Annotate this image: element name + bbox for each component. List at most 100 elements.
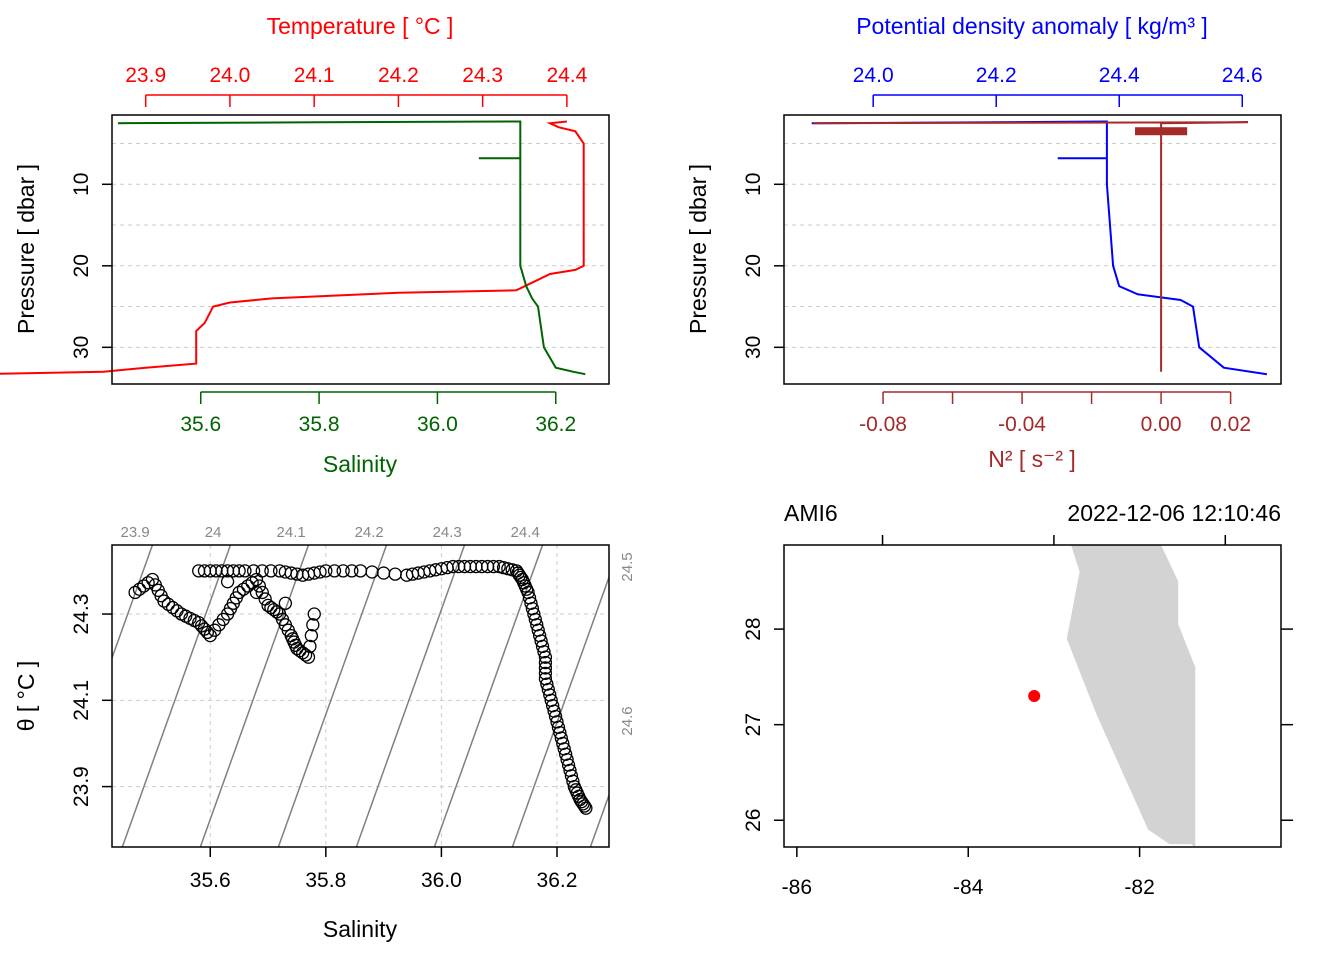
ts-point (538, 661, 553, 675)
y-tick-label: 10 (70, 173, 93, 196)
ts-point (303, 639, 317, 654)
ts-point (376, 566, 391, 580)
ts-point (336, 564, 350, 578)
ts-point (307, 607, 321, 621)
ts-point (246, 564, 261, 578)
temperature-axis-label: Temperature [ °C ] (267, 13, 454, 39)
ts-point (200, 625, 215, 640)
top-tick-label: 24.1 (294, 64, 335, 87)
ts-point (306, 618, 320, 632)
top-tick-label: 23.9 (125, 64, 166, 87)
top-tick-label: 24.2 (976, 64, 1017, 87)
profile-series (811, 120, 1268, 376)
isopycnal-line (433, 545, 544, 847)
salinity-axis-label: Salinity (323, 916, 398, 942)
isopycnal-labels: 23.9 24 24.1 24.2 24.3 24.4 24.5 24.6 (121, 524, 636, 736)
density-axis: 24.0 24.2 24.4 24.6 (853, 64, 1263, 107)
ts-point (511, 566, 525, 580)
ts-point (313, 565, 327, 579)
bottom-tick-label: 36.0 (417, 413, 458, 436)
ts-point (252, 579, 267, 593)
x-tick-label: 36.0 (421, 869, 462, 892)
x-tick-label: 35.6 (190, 869, 231, 892)
y-tick-label: 26 (742, 809, 765, 832)
ts-point (579, 801, 593, 815)
salinity-axis: 35.6 35.8 36.0 36.2 (190, 847, 578, 892)
ts-point (512, 568, 527, 582)
isopycnal-line (121, 545, 232, 847)
isopycnal-label: 24.4 (511, 524, 540, 541)
density-profile-line (811, 120, 1268, 376)
salinity-axis-label: Salinity (323, 451, 398, 477)
n2-axis-label: N² [ s⁻² ] (988, 446, 1076, 472)
top-tick-label: 24.4 (546, 64, 587, 87)
density-axis-label: Potential density anomaly [ kg/m³ ] (856, 13, 1208, 39)
ts-point (301, 650, 316, 664)
ts-points (128, 559, 593, 815)
bottom-tick-label: 0.00 (1141, 413, 1182, 436)
station-name: AMI6 (784, 500, 838, 526)
top-tick-label: 24.0 (853, 64, 894, 87)
temperature-axis: 23.9 24.0 24.1 24.2 24.3 24.4 (125, 64, 588, 107)
y-tick-label: 10 (742, 173, 765, 196)
salinity-profile-line (117, 120, 586, 376)
ts-point (538, 666, 553, 680)
temperature-profile-line (0, 120, 585, 375)
ts-point (264, 564, 278, 578)
isopycnal-label: 24.2 (355, 524, 384, 541)
ts-point (576, 797, 590, 811)
panel-density-profile: 10 20 30 24.0 24.2 24.4 24.6 -0.08 -0.04 0.00 0.… (685, 13, 1282, 472)
ts-point (249, 585, 264, 600)
isopycnal-label: 24.3 (433, 524, 462, 541)
pressure-axis: 10 20 30 (742, 173, 784, 359)
panel-frame (783, 544, 1282, 848)
profile-grid (112, 143, 609, 348)
coastline-land (1066, 545, 1196, 847)
isopycnal-label: 23.9 (121, 524, 150, 541)
bottom-tick-label: 36.2 (535, 413, 576, 436)
isopycnal-label: 24.6 (619, 706, 636, 735)
panel-frame (111, 114, 610, 385)
profile-series (0, 120, 586, 376)
ts-point (345, 564, 359, 578)
panel-station-map: -86 -84 -82 26 27 28 AMI6 2022-12-06 12:10:4… (742, 500, 1293, 899)
bottom-tick-label: 35.6 (180, 413, 221, 436)
ts-point (577, 799, 592, 813)
ts-point (232, 585, 246, 600)
x-tick-label: 36.2 (537, 869, 578, 892)
bottom-tick-label: 0.02 (1210, 413, 1251, 436)
bottom-tick-label: 35.8 (299, 413, 340, 436)
station-datetime: 2022-12-06 12:10:46 (1067, 500, 1281, 526)
isopycnal-label: 24.1 (277, 524, 306, 541)
isopycnal-line (511, 575, 609, 847)
ts-point (141, 576, 155, 590)
ts-point (486, 559, 501, 574)
profile-grid (784, 143, 1281, 348)
pressure-axis-label: Pressure [ dbar ] (13, 164, 39, 334)
ts-point (128, 585, 142, 600)
isopycnal-label: 24 (205, 524, 222, 541)
ts-point (166, 600, 180, 615)
y-tick-label: 20 (742, 254, 765, 277)
n2-axis: -0.08 -0.04 0.00 0.02 (859, 391, 1251, 436)
ts-point (353, 564, 368, 578)
ts-point (232, 564, 246, 578)
isopycnal-line (277, 545, 388, 847)
ts-point (255, 564, 269, 578)
ts-grid (112, 545, 609, 847)
panel-frame (111, 544, 610, 848)
ts-point (161, 597, 175, 611)
top-tick-label: 24.2 (378, 64, 419, 87)
theta-axis: 23.9 24.1 24.3 (70, 594, 112, 807)
panel-frame (783, 114, 1282, 385)
x-tick-label: -82 (1124, 876, 1154, 899)
isopycnal-line (112, 545, 154, 661)
n2-profile-line (813, 121, 1249, 372)
isopycnal-line (199, 545, 310, 847)
x-tick-label: -86 (782, 876, 812, 899)
isopycnals (112, 545, 609, 847)
y-tick-label: 28 (742, 617, 765, 640)
bottom-tick-label: -0.08 (859, 413, 907, 436)
n2-surface-burst (1135, 127, 1188, 136)
